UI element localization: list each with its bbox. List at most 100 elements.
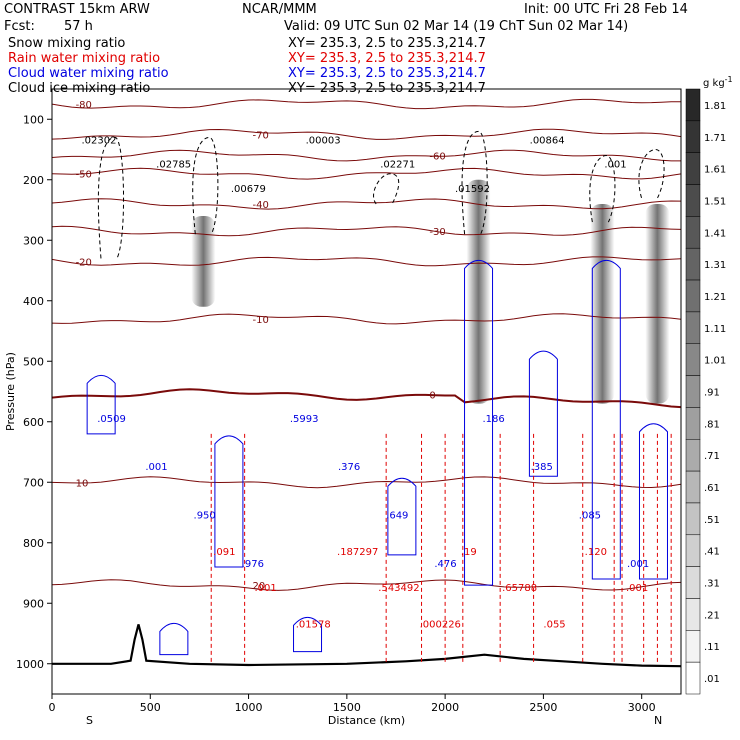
y-tick-label-200: 200 [23,174,44,187]
legend-rain: Rain water mixing ratio [8,51,161,66]
cloud-water-label-4: .5993 [290,414,319,425]
x-tick-label-500: 500 [140,701,161,714]
colorbar-label-1.01: 1.01 [704,356,726,367]
legend-rain-xy: XY= 235.3, 2.5 to 235.3,214.7 [288,51,486,66]
isotherm--60 [52,149,681,162]
cloud-water-label-3: .976 [242,559,264,570]
cloud-ice-contour-4 [589,155,616,223]
plot-frame [51,88,682,695]
terrain-line [52,624,681,668]
colorbar-label-.31: .31 [704,579,720,590]
cloud-water-label-1: .001 [145,462,167,473]
colorbar-swatch-1.51 [685,184,701,217]
cloud-ice-label-0: .02302 [81,135,116,146]
isotherm--20 [52,256,681,267]
snow-column-1 [466,179,491,404]
colorbar-unit-exponent: -1 [725,75,733,84]
rain-label-9: .120 [585,547,607,558]
colorbar-swatch-.61 [685,470,701,504]
colorbar-swatch-.11 [685,630,701,663]
colorbar-swatch-.41 [685,534,701,567]
forecast-hours: 57 h [64,19,93,34]
cloud-water-contour-5 [591,259,621,580]
cloud-water-contour-1 [214,435,244,568]
isotherm--10 [52,313,681,325]
colorbar-label-1.11: 1.11 [704,324,726,335]
colorbar-label-.61: .61 [704,483,720,494]
cloud-ice-contour-3 [461,130,488,235]
x-end-label-north: N [654,714,662,727]
legend-cloud-water: Cloud water mixing ratio [8,66,169,81]
x-end-label-south: S [86,714,93,727]
isotherm-label--30: -30 [429,227,445,238]
isotherm--30 [52,225,681,237]
cloud-water-label-8: .186 [482,414,504,425]
rain-label-8: .055 [543,619,565,630]
y-tick-label-600: 600 [23,416,44,429]
cloud-ice-label-7: .001 [604,160,626,171]
snow-column-3 [645,203,670,404]
cloud-water-contour-8 [293,616,323,653]
snow-column-0 [191,216,216,307]
colorbar-label-.21: .21 [704,610,720,621]
colorbar-swatch-1.41 [685,216,701,249]
cloud-ice-label-3: .00003 [306,135,341,146]
legend-cloud-water-xy: XY= 235.3, 2.5 to 235.3,214.7 [288,66,486,81]
colorbar-swatch-.71 [685,439,701,472]
isotherm-20 [52,579,681,591]
org-name: NCAR/MMM [242,2,317,17]
colorbar-label-1.61: 1.61 [704,165,726,176]
x-axis-label: Distance (km) [328,714,405,727]
colorbar-label-.71: .71 [704,451,720,462]
colorbar-swatch-.81 [685,407,701,440]
snow-column-2 [590,203,615,404]
cloud-ice-label-2: .00679 [231,184,266,195]
colorbar-label-.41: .41 [704,547,720,558]
forecast-label: Fcst: [4,19,35,34]
colorbar-swatch-.91 [685,375,701,408]
x-tick-label-1500: 1500 [333,701,361,714]
colorbar-swatch-.31 [685,566,701,599]
colorbar-swatch-1.11 [685,311,701,344]
rain-label-3: .187297 [337,547,378,558]
rain-label-5: .000226 [420,619,461,630]
colorbar-label-.51: .51 [704,515,720,526]
x-tick-label-3000: 3000 [628,701,656,714]
y-tick-label-300: 300 [23,234,44,247]
cloud-ice-label-4: .02271 [380,160,415,171]
cloud-ice-contour-1 [192,136,219,235]
colorbar-label-.91: .91 [704,388,720,399]
rain-label-1: .001 [254,583,276,594]
y-axis-label: Pressure (hPa) [4,352,17,431]
x-tick-label-2500: 2500 [529,701,557,714]
colorbar-label-.01: .01 [704,674,720,685]
model-name: CONTRAST 15km ARW [4,2,150,17]
isotherm-label--60: -60 [429,152,445,163]
colorbar-swatch-1.31 [685,247,701,281]
cloud-water-contour-3 [464,259,494,586]
cloud-ice-contour-5 [638,148,665,199]
rain-label-10: .001 [626,583,648,594]
cloud-water-label-11: .001 [627,559,649,570]
isotherm-label-10: 10 [76,478,89,489]
cloud-ice-contour-0 [97,136,125,259]
valid-time: Valid: 09 UTC Sun 02 Mar 14 (19 ChT Sun … [284,19,629,34]
cloud-water-contour-4 [528,350,558,477]
rain-label-0: .091 [213,547,235,558]
y-tick-label-100: 100 [23,113,44,126]
colorbar-swatch-.51 [685,502,701,536]
cloud-water-label-2: .950 [194,511,216,522]
colorbar-label-1.51: 1.51 [704,196,726,207]
cloud-water-label-10: .085 [579,511,601,522]
y-tick-label-900: 900 [23,597,44,610]
cloud-water-contour-7 [159,622,189,656]
colorbar-label-1.71: 1.71 [704,133,726,144]
x-tick-label-1000: 1000 [235,701,263,714]
isotherm-label--80: -80 [76,100,92,111]
isotherm-label--70: -70 [252,130,268,141]
isotherm-10 [52,476,681,489]
y-tick-label-1000: 1000 [16,658,44,671]
cloud-water-label-5: .376 [338,462,360,473]
colorbar-swatch-1.61 [685,152,701,185]
